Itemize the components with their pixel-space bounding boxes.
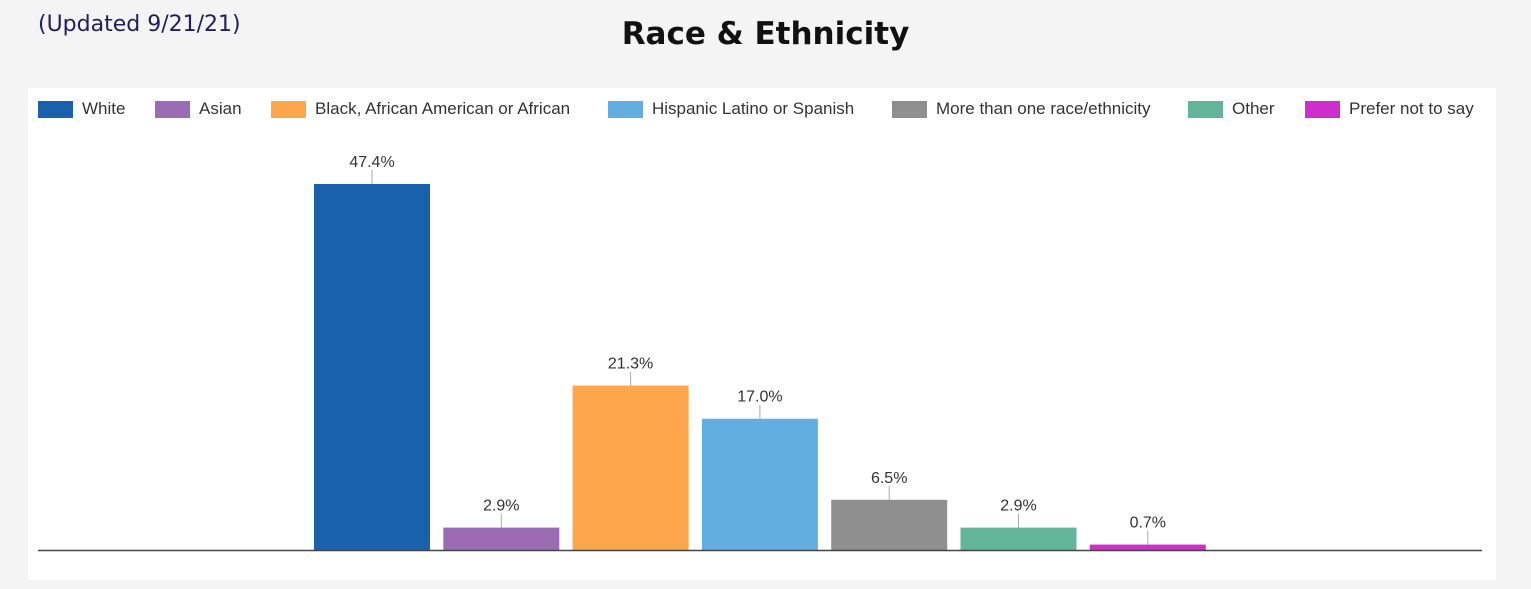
legend-item-hispanic-latino-or-spanish: Hispanic Latino or Spanish <box>608 96 854 122</box>
legend-item-other: Other <box>1188 96 1275 122</box>
legend-swatch <box>271 100 306 118</box>
updated-date-note: (Updated 9/21/21) <box>38 12 241 37</box>
bar-hispanic-latino-or-spanish <box>701 418 818 550</box>
data-label-more-than-one-race-ethnicity: 6.5% <box>871 470 907 487</box>
legend-swatch <box>608 100 643 118</box>
legend-swatch <box>1305 100 1340 118</box>
bar-chart: 47.4% 2.9% 21.3% 17.0% 6.5% 2.9% 0.7% <box>38 154 1482 552</box>
chart-panel: White Asian Black, African American or Afr… <box>28 88 1496 580</box>
bar-more-than-one-race-ethnicity <box>831 499 948 550</box>
bar-prefer-not-to-say <box>1089 544 1206 550</box>
legend-label: More than one race/ethnicity <box>936 99 1151 118</box>
bar-asian <box>443 527 560 550</box>
bar-black-african-american-or-african <box>572 385 689 550</box>
legend-swatch <box>155 100 190 118</box>
legend-item-asian: Asian <box>155 96 242 122</box>
legend-swatch <box>38 100 73 118</box>
data-label-prefer-not-to-say: 0.7% <box>1130 515 1166 532</box>
page-title: Race & Ethnicity <box>621 16 910 52</box>
legend-label: Hispanic Latino or Spanish <box>652 99 855 118</box>
legend-label: Asian <box>199 99 242 118</box>
bar-white <box>314 184 430 550</box>
chart-legend: White Asian Black, African American or Afr… <box>38 96 1496 122</box>
legend-item-more-than-one-race-ethnicity: More than one race/ethnicity <box>892 96 1151 122</box>
bar-other <box>960 527 1077 550</box>
legend-item-prefer-not-to-say: Prefer not to say <box>1305 96 1474 122</box>
legend-item-black-african-american-or-african: Black, African American or African <box>271 96 570 122</box>
legend-label: Other <box>1232 99 1275 118</box>
data-label-other: 2.9% <box>1000 498 1036 515</box>
data-label-black-african-american-or-african: 21.3% <box>608 356 653 373</box>
legend-label: Black, African American or African <box>315 99 571 118</box>
data-label-white: 47.4% <box>349 154 394 171</box>
data-label-hispanic-latino-or-spanish: 17.0% <box>737 389 782 406</box>
legend-label: White <box>82 99 126 118</box>
legend-swatch <box>892 100 927 118</box>
legend-label: Prefer not to say <box>1349 99 1474 118</box>
legend-item-white: White <box>38 96 125 122</box>
legend-swatch <box>1188 100 1223 118</box>
data-label-asian: 2.9% <box>483 498 519 515</box>
